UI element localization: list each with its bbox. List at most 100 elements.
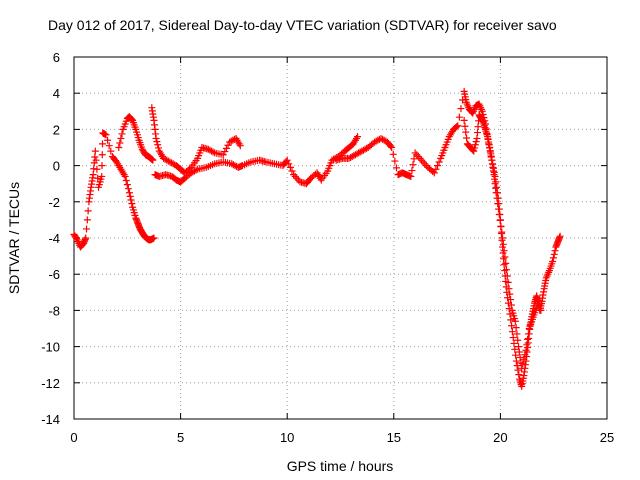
data-point: [512, 351, 520, 359]
data-point: [522, 346, 530, 354]
data-point: [511, 345, 519, 353]
data-point: [474, 123, 482, 131]
data-point: [524, 335, 532, 343]
y-tick-label: 0: [53, 159, 60, 174]
data-point: [115, 144, 123, 151]
data-point: [125, 189, 133, 197]
data-point: [92, 156, 100, 164]
data-point: [391, 157, 399, 165]
data-point: [520, 355, 528, 363]
data-point: [410, 155, 418, 163]
x-tick-label: 15: [387, 430, 401, 445]
data-point: [506, 290, 514, 298]
data-point: [102, 131, 110, 139]
data-point: [462, 128, 470, 136]
data-point: [461, 122, 469, 130]
data-point: [470, 147, 478, 155]
data-point: [507, 296, 515, 304]
data-point: [550, 250, 558, 258]
data-point: [523, 341, 531, 349]
data-point: [473, 129, 481, 137]
data-point: [537, 306, 545, 314]
data-point: [192, 166, 200, 174]
data-point: [495, 205, 503, 213]
data-point: [209, 148, 217, 156]
data-point: [503, 272, 511, 280]
data-point: [126, 192, 134, 200]
data-point: [512, 324, 520, 332]
data-point: [512, 357, 520, 365]
y-tick-labels: -14 -12 -10 -8 -6 -4 -2 0 2 4 6: [41, 50, 60, 427]
data-point: [502, 259, 510, 267]
y-tick-label: 2: [53, 122, 60, 137]
data-point: [508, 322, 516, 330]
data-points: [70, 87, 564, 390]
data-point: [387, 142, 395, 150]
data-point: [285, 160, 293, 168]
y-tick-label: 4: [53, 86, 60, 101]
data-point: [419, 158, 427, 166]
y-tick-label: -10: [41, 340, 60, 355]
data-point: [389, 150, 397, 158]
data-point: [291, 172, 299, 180]
data-point: [221, 148, 229, 156]
data-point: [499, 234, 507, 242]
data-point: [152, 134, 160, 142]
data-point: [124, 185, 132, 193]
data-point: [505, 285, 513, 293]
data-point: [94, 174, 102, 182]
data-point: [154, 141, 162, 149]
data-point: [105, 142, 113, 150]
y-tick-label: -14: [41, 412, 60, 427]
data-point: [511, 317, 519, 325]
data-point: [288, 167, 296, 175]
x-tick-label: 5: [177, 430, 184, 445]
data-point: [91, 153, 99, 161]
data-point: [494, 200, 502, 208]
data-point: [117, 134, 125, 142]
data-point: [549, 258, 557, 266]
y-tick-label: -6: [48, 267, 60, 282]
data-point: [149, 156, 157, 164]
data-point: [99, 140, 107, 148]
data-point: [496, 216, 504, 224]
data-point: [374, 136, 382, 144]
data-point: [354, 133, 362, 141]
data-point: [499, 240, 507, 248]
data-point: [478, 107, 486, 115]
data-point: [98, 162, 106, 170]
data-point: [507, 301, 515, 309]
data-point: [521, 351, 529, 359]
data-point: [501, 253, 509, 261]
data-point: [286, 163, 294, 171]
y-tick-label: -4: [48, 231, 60, 246]
data-point: [411, 149, 419, 157]
data-point: [513, 330, 521, 338]
data-point: [293, 174, 301, 182]
data-point: [492, 189, 500, 197]
data-point: [407, 172, 415, 180]
data-point: [98, 151, 106, 159]
data-point: [283, 156, 291, 164]
data-point: [551, 247, 559, 255]
data-point: [380, 136, 388, 144]
data-point: [93, 165, 101, 173]
data-point: [150, 234, 158, 242]
data-point: [236, 142, 244, 150]
data-point: [453, 123, 461, 131]
data-point: [98, 172, 106, 180]
data-point: [463, 134, 471, 142]
data-point: [128, 115, 136, 123]
data-point: [408, 167, 416, 175]
y-tick-label: 6: [53, 50, 60, 65]
data-point: [121, 172, 129, 180]
data-point: [430, 169, 438, 177]
axis-ticks: [73, 56, 608, 420]
data-point: [128, 200, 136, 208]
data-point: [497, 222, 505, 230]
x-axis-label: GPS time / hours: [287, 458, 394, 474]
data-point: [500, 261, 508, 269]
data-point: [519, 360, 527, 368]
chart-title: Day 012 of 2017, Sidereal Day-to-day VTE…: [48, 17, 557, 33]
